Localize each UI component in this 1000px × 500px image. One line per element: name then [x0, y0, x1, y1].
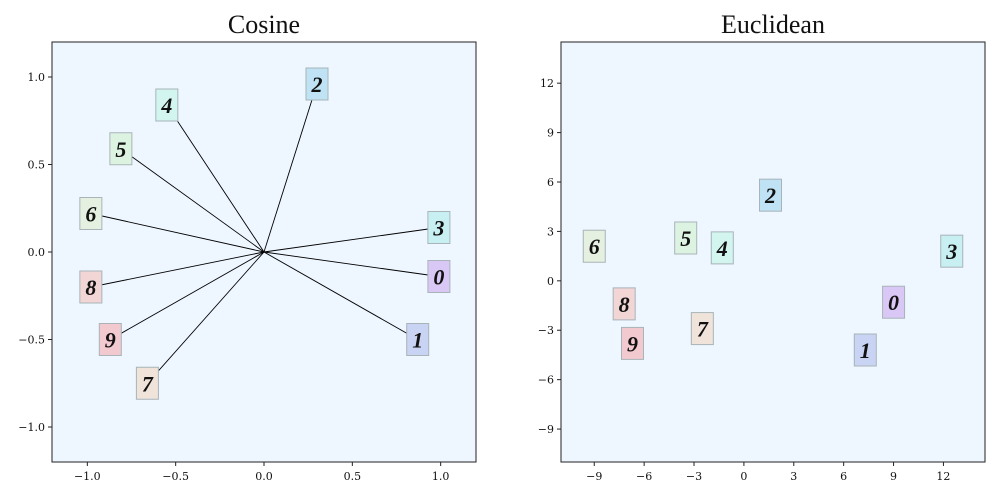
cosine-point-label-4: 4 — [160, 93, 172, 118]
euclidean-point-label-8: 8 — [619, 292, 630, 317]
cosine-y-tick-label: −1.0 — [18, 421, 45, 434]
euclidean-y-tick-label: −6 — [538, 374, 554, 387]
euclidean-point-box-6 — [582, 229, 606, 263]
cosine-ray-3 — [263, 227, 439, 253]
cosine-y-tick-label: 0.0 — [28, 246, 46, 259]
euclidean-x-tick-label: −3 — [686, 470, 702, 483]
euclidean-x-tick-label: 12 — [936, 470, 950, 483]
cosine-point-label-9: 9 — [105, 328, 116, 353]
cosine-y-tick-label: 0.5 — [28, 159, 46, 172]
euclidean-y-tick-label: 3 — [547, 225, 554, 238]
cosine-point-label-0: 0 — [433, 265, 444, 290]
cosine-point-label-6: 6 — [85, 202, 96, 227]
cosine-point-box-9 — [98, 323, 122, 356]
cosine-x-tick-label: −1.0 — [74, 470, 101, 483]
euclidean-title: Euclidean — [721, 10, 825, 39]
cosine-ray-7 — [147, 251, 265, 384]
cosine-point-box-8 — [79, 270, 103, 304]
cosine-x-tick-label: 1.0 — [432, 470, 450, 483]
cosine-point-label-8: 8 — [85, 275, 96, 300]
euclidean-x-tick-label: 9 — [890, 470, 897, 483]
cosine-y-tick-label: −0.5 — [18, 334, 45, 347]
euclidean-y-tick-label: 6 — [547, 176, 554, 189]
euclidean-y-tick-label: −3 — [538, 324, 554, 337]
cosine-point-box-4 — [155, 88, 179, 122]
euclidean-point-box-8 — [612, 287, 636, 321]
euclidean-y-tick-label: 9 — [547, 127, 554, 140]
cosine-point-label-2: 2 — [311, 72, 323, 97]
euclidean-point-label-2: 2 — [764, 183, 776, 208]
cosine-point-label-5: 5 — [115, 137, 126, 162]
cosine-point-box-1 — [406, 323, 430, 356]
euclidean-x-tick-label: 0 — [740, 470, 747, 483]
cosine-plot-frame — [51, 41, 477, 463]
cosine-ray-2 — [263, 83, 318, 253]
euclidean-y-tick-label: 12 — [540, 77, 554, 90]
euclidean-y-tick-label: −9 — [538, 423, 554, 436]
euclidean-point-label-3: 3 — [945, 239, 957, 264]
euclidean-x-tick-label: −6 — [636, 470, 652, 483]
euclidean-panel: Euclidean−9 −6 −3 0 3 6 9 12−9−6−30369120123456… — [538, 10, 986, 483]
euclidean-point-label-9: 9 — [627, 331, 638, 356]
euclidean-plot-area — [561, 42, 985, 462]
cosine-point-box-2 — [305, 67, 329, 101]
cosine-x-tick-label: 0.5 — [344, 470, 362, 483]
euclidean-point-label-0: 0 — [888, 290, 899, 315]
cosine-point-box-6 — [79, 197, 103, 230]
euclidean-point-box-4 — [710, 231, 734, 265]
cosine-point-box-7 — [135, 366, 159, 400]
euclidean-point-label-4: 4 — [716, 236, 728, 261]
cosine-ray-9 — [110, 251, 265, 340]
euclidean-point-box-3 — [940, 234, 964, 268]
euclidean-point-box-9 — [620, 326, 644, 360]
cosine-point-box-3 — [427, 211, 451, 244]
euclidean-point-label-1: 1 — [860, 338, 871, 363]
cosine-ray-5 — [120, 148, 265, 253]
cosine-point-label-3: 3 — [432, 216, 444, 241]
euclidean-x-tick-label: 3 — [790, 470, 797, 483]
euclidean-y-tick-label: 0 — [547, 275, 554, 288]
cosine-ray-4 — [166, 104, 265, 253]
cosine-x-tick-label: −0.5 — [162, 470, 189, 483]
cosine-point-box-0 — [427, 260, 451, 293]
cosine-point-label-7: 7 — [142, 371, 154, 396]
cosine-ray-1 — [263, 251, 418, 340]
euclidean-x-tick-label: 6 — [840, 470, 847, 483]
euclidean-point-label-5: 5 — [680, 226, 691, 251]
cosine-ray-6 — [90, 213, 265, 253]
euclidean-point-box-7 — [690, 312, 714, 346]
euclidean-plot-frame — [560, 41, 986, 463]
euclidean-point-box-1 — [853, 333, 877, 367]
euclidean-point-box-0 — [882, 285, 906, 319]
euclidean-point-box-2 — [759, 178, 783, 212]
cosine-panel: Cosine −1.0 −0.5 0.0 0.5 1.0 −1.0 −0.5 0.0 0.5 1.0… — [18, 10, 477, 483]
cosine-point-box-5 — [109, 132, 133, 166]
cosine-x-tick-label: 0.0 — [255, 470, 273, 483]
cosine-title: Cosine — [228, 10, 300, 39]
cosine-y-tick-label: 1.0 — [28, 71, 46, 84]
euclidean-x-tick-label: −9 — [586, 470, 602, 483]
euclidean-point-label-7: 7 — [697, 317, 709, 342]
cosine-point-label-1: 1 — [412, 328, 423, 353]
euclidean-point-box-5 — [674, 221, 698, 255]
cosine-ray-8 — [90, 251, 265, 288]
cosine-ray-0 — [263, 251, 439, 277]
euclidean-point-label-6: 6 — [589, 234, 600, 259]
